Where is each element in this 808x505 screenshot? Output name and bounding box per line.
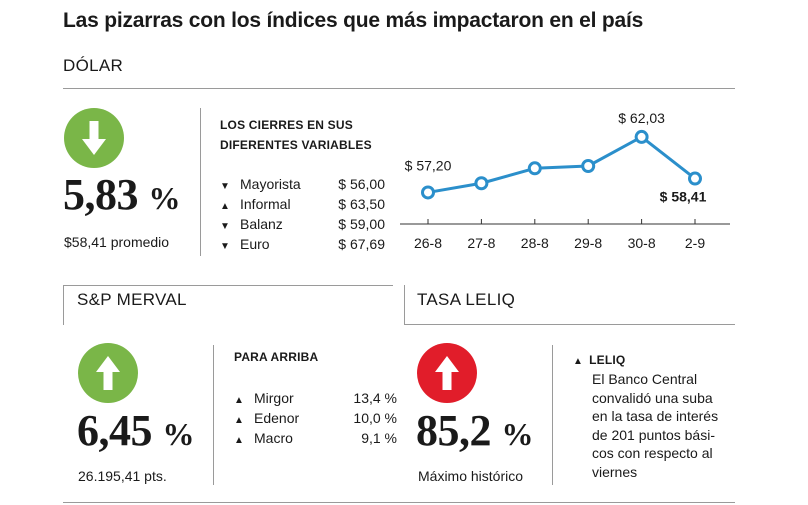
item-value: 13,4 %: [353, 390, 397, 406]
data-label: $ 62,03: [618, 110, 665, 126]
x-tick-label: 29-8: [574, 235, 602, 251]
divider-bottom: [63, 502, 735, 503]
description-line: cos con respecto al: [592, 445, 713, 461]
data-point: [581, 159, 596, 173]
dolar-kicker: LOS CIERRES EN SUS DIFERENTES VARIABLES: [220, 118, 372, 152]
leliq-rate-value: 85,2 %: [416, 406, 533, 455]
x-tick-label: 26-8: [414, 235, 442, 251]
x-tick-label: 30-8: [628, 235, 656, 251]
list-item: ▲ Macro 9,1 %: [234, 428, 397, 448]
merval-stocks-list: ▲ Mirgor 13,4 % ▲ Edenor 10,0 % ▲ Macro 9,1 %: [234, 388, 397, 448]
item-name: Mayorista: [240, 176, 301, 192]
data-point: [634, 129, 649, 144]
leliq-kicker: ▲ LELIQ: [573, 353, 626, 367]
divider-dolar-top: [63, 88, 735, 89]
list-item: ▼ Euro $ 67,69: [220, 234, 385, 254]
data-point: [527, 161, 542, 176]
arrow-down-icon: [64, 108, 124, 168]
divider-leliq-left: [404, 285, 405, 325]
list-item: ▼ Balanz $ 59,00: [220, 214, 385, 234]
leliq-description: El Banco Central convalidó una suba en la …: [592, 370, 742, 481]
description-line: de 201 puntos bási-: [592, 426, 715, 443]
item-value: 9,1 %: [361, 430, 397, 446]
section-title-dolar: DÓLAR: [63, 56, 124, 75]
divider-merval-top: [63, 285, 393, 286]
triangle-down-icon: ▼: [220, 221, 230, 232]
dolar-variation-value: 5,83 %: [63, 170, 180, 219]
description-line: viernes: [592, 463, 638, 480]
data-label: $ 58,41: [660, 189, 707, 205]
list-item: ▲ Mirgor 13,4 %: [234, 388, 397, 408]
section-title-merval: S&P MERVAL: [77, 290, 187, 309]
item-name: Mirgor: [254, 390, 294, 406]
triangle-down-icon: ▼: [220, 181, 230, 192]
leliq-note: Máximo histórico: [418, 468, 524, 484]
dolar-variables-list: ▼ Mayorista $ 56,00 ▲ Informal $ 63,50 ▼ Balanz…: [220, 174, 385, 254]
arrow-up-icon: [78, 343, 138, 403]
list-item: ▼ Mayorista $ 56,00: [220, 174, 385, 194]
section-title-leliq: TASA LELIQ: [417, 290, 516, 309]
data-point: [474, 176, 489, 191]
list-item: ▲ Informal $ 63,50: [220, 194, 385, 214]
data-point: [421, 185, 435, 200]
triangle-up-icon: ▲: [220, 201, 230, 212]
x-tick-label: 28-8: [521, 235, 549, 251]
description-line: convalidó una suba: [592, 389, 713, 406]
dolar-line-chart: 26-8 27-8 28-8 29-8 30-8 2-9 $ 57,20 $ 62,03 $ 5…: [400, 110, 730, 251]
item-value: $ 63,50: [338, 196, 385, 212]
description-line: en la tasa de interés: [592, 408, 719, 424]
item-name: Informal: [240, 196, 291, 212]
merval-variation-value: 6,45 %: [77, 406, 194, 455]
description-line: El Banco Central: [592, 371, 698, 387]
item-name: Euro: [240, 236, 270, 252]
triangle-down-icon: ▼: [220, 241, 230, 252]
series-line: [427, 135, 696, 194]
dolar-average: $58,41 promedio: [64, 234, 170, 250]
item-value: 10,0 %: [353, 410, 397, 426]
item-value: $ 67,69: [338, 236, 385, 252]
merval-kicker: PARA ARRIBA: [234, 350, 319, 364]
divider-dolar-vertical: [200, 108, 201, 256]
triangle-up-icon: ▲: [234, 395, 244, 406]
item-value: $ 56,00: [338, 176, 385, 192]
triangle-up-icon: ▲: [234, 415, 244, 426]
item-name: Edenor: [254, 410, 300, 426]
divider-merval-vertical: [213, 345, 214, 485]
x-tick-label: 27-8: [467, 235, 495, 251]
item-name: Macro: [254, 430, 293, 446]
divider-leliq-top: [404, 324, 735, 325]
divider-leliq-vertical: [552, 345, 553, 485]
merval-points: 26.195,41 pts.: [78, 468, 167, 484]
data-point: [688, 171, 702, 186]
triangle-up-icon: ▲: [234, 435, 244, 446]
list-item: ▲ Edenor 10,0 %: [234, 408, 397, 428]
x-tick-label: 2-9: [685, 235, 705, 251]
page-title: Las pizarras con los índices que más imp…: [63, 9, 644, 32]
item-value: $ 59,00: [338, 216, 385, 232]
arrow-up-icon: [417, 343, 477, 403]
divider-merval-left: [63, 285, 64, 325]
data-label: $ 57,20: [405, 157, 452, 173]
item-name: Balanz: [240, 216, 283, 232]
